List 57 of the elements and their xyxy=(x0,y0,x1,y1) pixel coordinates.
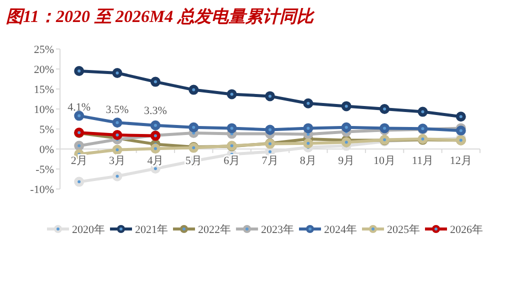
point xyxy=(112,130,122,140)
point xyxy=(380,104,390,114)
legend-label: 2026年 xyxy=(450,224,483,236)
point xyxy=(150,144,160,154)
x-tick-label: 8月 xyxy=(300,155,316,167)
point xyxy=(112,118,122,128)
legend-label: 2022年 xyxy=(198,224,231,236)
data-label: 3.5% xyxy=(106,104,129,116)
point xyxy=(226,89,237,100)
chart-title: 图11：2020 至 2026M4 总发电量累计同比 xyxy=(6,7,316,26)
point xyxy=(265,91,275,102)
point xyxy=(74,176,84,187)
legend-label: 2020年 xyxy=(72,224,105,236)
point xyxy=(112,68,122,78)
point xyxy=(74,110,84,121)
x-tick-label: 3月 xyxy=(109,155,126,167)
x-tick-label: 11月 xyxy=(412,155,434,167)
x-tick-label: 7月 xyxy=(262,155,278,167)
y-tick-label: 0% xyxy=(39,144,54,156)
x-tick-label: 9月 xyxy=(338,155,355,167)
y-tick-label: 10% xyxy=(34,104,54,116)
x-tick-label: 6月 xyxy=(224,155,240,167)
point xyxy=(303,123,314,134)
x-tick-label: 5月 xyxy=(185,155,202,167)
y-tick-label: 20% xyxy=(34,64,54,76)
point xyxy=(112,144,122,155)
legend-label: 2021年 xyxy=(135,224,168,236)
point xyxy=(74,140,84,151)
point xyxy=(265,124,275,135)
y-tick-label: -10% xyxy=(30,184,54,196)
x-tick-label: 10月 xyxy=(374,155,396,167)
point xyxy=(341,122,352,132)
y-tick-label: -5% xyxy=(36,164,54,176)
point xyxy=(188,84,199,95)
point xyxy=(341,101,352,112)
data-label: 3.3% xyxy=(144,104,167,117)
x-tick-label: 2月 xyxy=(70,155,88,167)
y-tick-label: 15% xyxy=(34,84,54,96)
point xyxy=(456,126,466,136)
point xyxy=(188,122,199,132)
point xyxy=(456,112,466,122)
x-tick-label: 4月 xyxy=(147,155,164,167)
legend-label: 2025年 xyxy=(387,224,420,236)
point xyxy=(112,171,122,182)
y-tick-label: 25% xyxy=(34,44,54,56)
y-tick-label: 5% xyxy=(39,124,54,136)
legend-label: 2024年 xyxy=(324,224,357,236)
point xyxy=(150,120,160,130)
point xyxy=(303,138,314,148)
point xyxy=(150,76,160,87)
x-tick-label: 12月 xyxy=(450,155,472,167)
data-label: 4.1% xyxy=(68,102,91,114)
point xyxy=(303,98,314,108)
point xyxy=(226,123,237,134)
point xyxy=(418,106,428,117)
point xyxy=(74,66,84,76)
legend-label: 2023年 xyxy=(261,224,294,236)
